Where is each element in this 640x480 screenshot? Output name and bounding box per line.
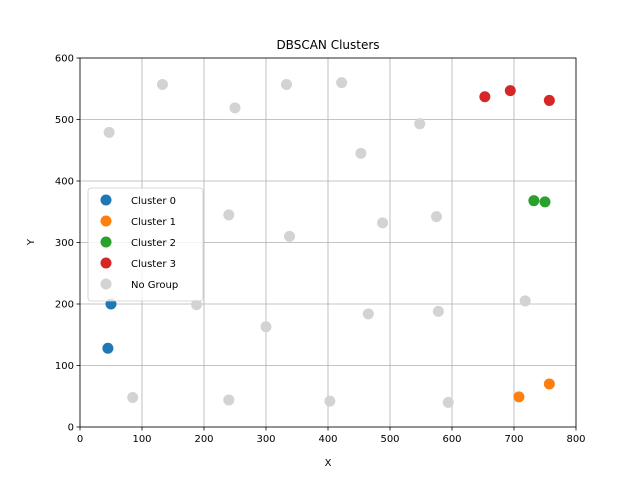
data-point — [539, 196, 551, 208]
data-point — [543, 94, 555, 106]
legend-label: Cluster 3 — [131, 259, 176, 270]
x-tick-label: 500 — [380, 434, 399, 445]
series-cluster-1 — [513, 378, 555, 403]
legend-marker — [100, 215, 112, 227]
data-point — [519, 295, 531, 307]
series-cluster-3 — [479, 85, 555, 106]
data-point — [103, 126, 115, 138]
data-point — [102, 342, 114, 354]
y-axis: 0 100 200 300 400 500 600 — [55, 54, 80, 434]
data-point — [284, 230, 296, 242]
data-point — [229, 102, 241, 114]
data-point — [479, 91, 491, 103]
x-tick-label: 300 — [256, 434, 275, 445]
x-tick-label: 200 — [194, 434, 213, 445]
x-axis: 0 100 200 300 400 500 600 700 800 — [77, 427, 586, 445]
legend-marker — [100, 194, 112, 206]
data-point — [513, 391, 525, 403]
x-tick-label: 400 — [318, 434, 337, 445]
x-tick-label: 800 — [566, 434, 585, 445]
chart-title: DBSCAN Clusters — [276, 38, 379, 52]
y-tick-label: 200 — [55, 300, 74, 311]
legend: Cluster 0 Cluster 1 Cluster 2 Cluster 3 No G… — [87, 187, 204, 302]
x-axis-label: X — [325, 458, 332, 469]
data-point — [543, 378, 555, 390]
data-point — [191, 299, 203, 311]
legend-marker — [100, 236, 112, 248]
data-point — [414, 118, 426, 130]
data-point — [156, 78, 168, 90]
series-no-group — [103, 77, 531, 408]
data-point — [355, 147, 367, 159]
legend-label: No Group — [131, 280, 178, 291]
data-point — [362, 308, 374, 320]
data-point — [223, 209, 235, 221]
legend-marker — [100, 257, 112, 269]
data-point — [223, 394, 235, 406]
y-tick-label: 100 — [55, 361, 74, 372]
data-point — [504, 85, 516, 97]
y-tick-label: 0 — [68, 423, 74, 434]
y-tick-label: 500 — [55, 115, 74, 126]
data-point — [528, 195, 540, 207]
data-point — [260, 321, 272, 333]
data-point — [280, 78, 292, 90]
x-tick-label: 100 — [132, 434, 151, 445]
y-tick-label: 300 — [55, 238, 74, 249]
data-point — [431, 211, 442, 223]
x-tick-label: 700 — [504, 434, 523, 445]
legend-label: Cluster 2 — [131, 238, 176, 249]
y-tick-label: 600 — [55, 54, 74, 65]
y-axis-label: Y — [26, 238, 37, 246]
data-point — [432, 305, 444, 317]
x-tick-label: 600 — [442, 434, 461, 445]
legend-marker — [100, 278, 112, 290]
legend-label: Cluster 0 — [131, 196, 176, 207]
legend-label: Cluster 1 — [131, 217, 176, 228]
legend-box — [87, 187, 204, 302]
data-point — [377, 217, 389, 229]
data-point — [336, 77, 348, 89]
data-point — [127, 391, 139, 403]
series-cluster-2 — [528, 195, 551, 208]
data-point — [442, 396, 454, 408]
data-point — [324, 395, 336, 407]
x-tick-label: 0 — [77, 434, 83, 445]
y-tick-label: 400 — [55, 177, 74, 188]
